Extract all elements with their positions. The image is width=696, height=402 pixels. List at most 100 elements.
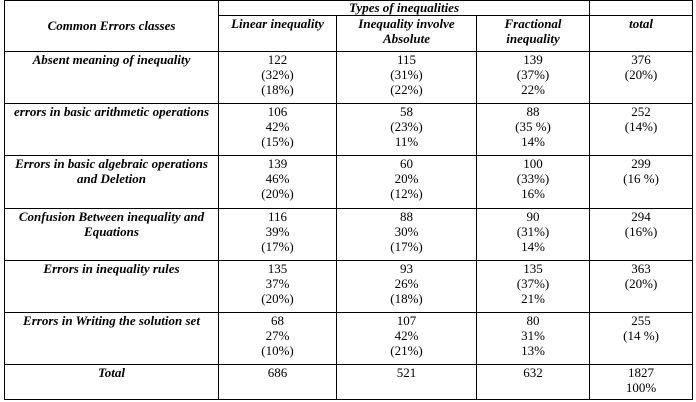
cell-value: 39%: [265, 223, 290, 239]
row-label: Errors in Writing the solution set: [4, 311, 219, 366]
cell-value: 122: [267, 52, 288, 68]
table-cell: 116 39% (17%): [218, 207, 337, 261]
cell-value: 1827: [628, 365, 655, 381]
table-cell: 60 20% (12%): [336, 155, 477, 209]
table-row: Total 686 521 632 1827 100%: [4, 364, 694, 400]
cell-value: 13%: [521, 343, 545, 358]
cell-value: 93: [400, 260, 413, 276]
cell-value: (31%): [390, 67, 423, 83]
cell-value: 90: [526, 208, 540, 224]
table-cell: 90 (31%) 14%: [475, 207, 591, 261]
cell-value: (31%): [516, 223, 550, 239]
cell-value: 376: [631, 52, 651, 68]
cell-value: 116: [267, 208, 288, 224]
column-header: Inequality involve Absolute: [336, 15, 477, 53]
table-cell: 88 30% (17%): [336, 207, 477, 261]
table-row: Errors in inequality rules 135 37% (20%) 93 2…: [4, 259, 694, 314]
cell-value: 252: [631, 104, 651, 120]
table-cell: 686: [218, 364, 337, 400]
column-header: Linear inequality: [218, 15, 337, 53]
cell-value: 294: [631, 208, 651, 224]
cell-value: 20%: [394, 171, 419, 187]
table-cell: 139 46% (20%): [218, 155, 337, 209]
cell-value: (23%): [390, 119, 423, 135]
row-label: Total: [4, 364, 219, 400]
cell-value: (22%): [390, 82, 423, 98]
cell-value: 31%: [521, 328, 545, 343]
cell-value: 255: [631, 313, 651, 328]
errors-table: Common Errors classes Types of inequalit…: [4, 0, 694, 400]
cell-value: 88: [400, 208, 413, 224]
cell-value: (37%): [516, 67, 550, 83]
table-cell: 122 (32%) (18%): [218, 51, 337, 105]
table-cell: 521: [336, 364, 477, 400]
cell-value: 14%: [521, 238, 545, 254]
group-header: Types of inequalities: [217, 0, 591, 17]
cell-value: 14%: [521, 134, 545, 150]
cell-value: (37%): [516, 275, 550, 291]
cell-value: 139: [267, 156, 288, 172]
cell-value: 106: [267, 104, 288, 120]
cell-value: 632: [523, 365, 543, 381]
cell-value: 16%: [521, 186, 545, 202]
row-label: Confusion Between inequality and Equatio…: [4, 207, 219, 261]
cell-value: 46%: [265, 171, 290, 187]
cell-value: 115: [396, 52, 417, 68]
cell-value: 80: [526, 313, 540, 328]
cell-value: (10%): [261, 343, 294, 358]
row-label: Absent meaning of inequality: [4, 51, 219, 105]
cell-value: (14%): [624, 119, 658, 135]
cell-value: 37%: [265, 275, 290, 291]
cell-value: 42%: [265, 119, 290, 135]
table-cell: 107 42% (21%): [336, 311, 477, 366]
row-label: errors in basic arithmetic operations: [4, 103, 219, 157]
table-cell: 632: [475, 364, 591, 400]
row-label: Errors in inequality rules: [4, 259, 219, 314]
table-row: Absent meaning of inequality 122 (32%) (18%…: [4, 51, 694, 105]
table-cell: 294 (16%): [589, 207, 694, 261]
column-header: total: [589, 15, 694, 53]
table-cell: 100 (33%) 16%: [475, 155, 591, 209]
column-header: Fractional inequality: [475, 15, 591, 53]
cell-value: 100%: [625, 380, 657, 396]
cell-value: 27%: [265, 328, 290, 343]
cell-value: (20%): [624, 67, 658, 83]
cell-value: (16 %): [623, 171, 659, 187]
corner-header: Common Errors classes: [4, 0, 219, 53]
table-cell: 363 (20%): [589, 259, 694, 314]
cell-value: (33%): [516, 171, 550, 187]
cell-value: 363: [631, 260, 651, 276]
row-label: Errors in basic algebraic operations and…: [4, 155, 219, 209]
cell-value: 58: [400, 104, 413, 120]
table-cell: 80 31% 13%: [475, 311, 591, 366]
table-cell: 1827 100%: [589, 364, 694, 400]
cell-value: (17%): [261, 238, 294, 254]
cell-value: 107: [396, 313, 417, 328]
table-cell: 88 (35 %) 14%: [475, 103, 591, 157]
cell-value: 299: [631, 156, 651, 172]
cell-value: (17%): [390, 238, 423, 254]
cell-value: 60: [400, 156, 413, 172]
table-cell: 106 42% (15%): [218, 103, 337, 157]
cell-value: (20%): [261, 290, 294, 306]
cell-value: (32%): [261, 67, 294, 83]
table-cell: 58 (23%) 11%: [336, 103, 477, 157]
table-cell: 255 (14 %): [589, 311, 694, 366]
table-cell: 376 (20%): [589, 51, 694, 105]
cell-value: 42%: [394, 328, 419, 343]
cell-value: (35 %): [515, 119, 551, 135]
table-row: Errors in basic algebraic operations and…: [4, 155, 694, 209]
cell-value: 26%: [394, 275, 419, 291]
table-cell: 68 27% (10%): [218, 311, 337, 366]
cell-value: 68: [271, 313, 284, 328]
cell-value: 100: [523, 156, 543, 172]
cell-value: 521: [396, 365, 417, 381]
table-cell: 139 (37%) 22%: [475, 51, 591, 105]
cell-value: 135: [523, 260, 543, 276]
cell-value: (15%): [261, 134, 294, 150]
cell-value: (20%): [624, 275, 658, 291]
cell-value: (14 %): [623, 328, 659, 343]
cell-value: 139: [523, 52, 543, 68]
cell-value: (18%): [261, 82, 294, 98]
table-row: Confusion Between inequality and Equatio…: [4, 207, 694, 261]
